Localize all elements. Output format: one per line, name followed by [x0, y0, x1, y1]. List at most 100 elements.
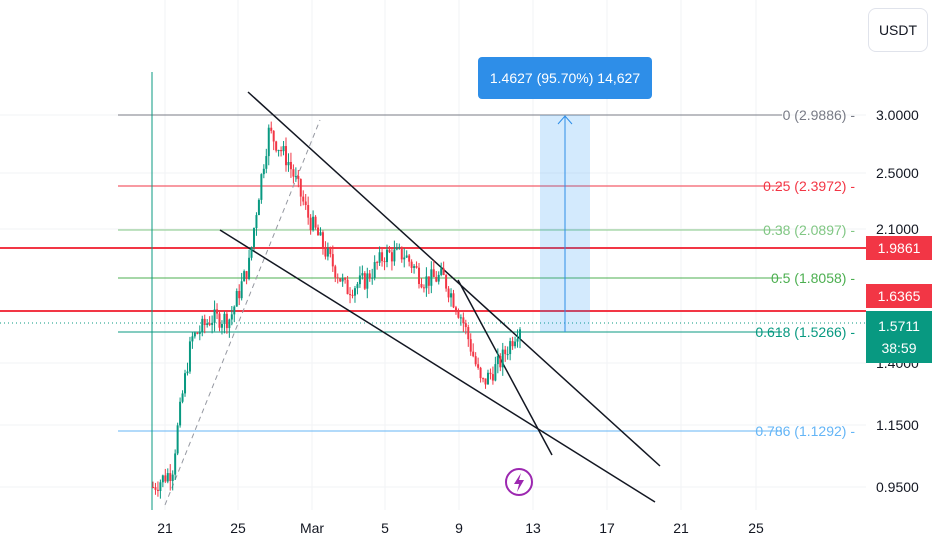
candle: [479, 366, 482, 383]
candle-body: [351, 294, 354, 296]
candle-body: [193, 332, 196, 337]
candle: [474, 352, 477, 367]
candle-body: [356, 284, 359, 289]
candle: [233, 305, 236, 323]
candle: [304, 193, 307, 210]
candle: [376, 260, 379, 270]
candle: [437, 271, 440, 285]
candle-body: [174, 453, 177, 475]
candle-body: [442, 268, 445, 276]
x-axis-tick: 21: [157, 520, 173, 536]
candle-body: [223, 313, 226, 324]
candle: [344, 277, 347, 284]
candle-body: [225, 313, 228, 329]
candle-body: [427, 276, 430, 286]
candle: [447, 286, 450, 303]
candle: [287, 153, 290, 172]
candle: [203, 314, 206, 334]
candle: [289, 152, 292, 178]
candle-body: [403, 257, 406, 260]
x-axis-tick: Mar: [300, 520, 324, 536]
candle-body: [218, 313, 221, 328]
candle-body: [248, 257, 251, 279]
candle: [395, 243, 398, 251]
candle-body: [390, 252, 393, 262]
candle: [272, 130, 275, 151]
candle-body: [339, 278, 342, 282]
candle: [516, 329, 519, 348]
candle: [504, 345, 507, 362]
candle: [413, 264, 416, 274]
candle: [366, 267, 369, 299]
candle-body: [230, 314, 233, 320]
y-axis-tick: 2.5000: [876, 165, 919, 181]
candle-body: [462, 317, 465, 324]
candle: [201, 315, 204, 337]
candle: [166, 468, 169, 484]
candle: [496, 348, 499, 374]
candle-body: [188, 341, 191, 372]
candle: [415, 261, 418, 269]
candle: [477, 357, 480, 370]
candle: [297, 169, 300, 188]
candle: [514, 336, 517, 349]
candle-body: [287, 161, 290, 166]
candle-body: [459, 317, 462, 319]
candle-body: [289, 161, 292, 170]
candle-body: [469, 339, 472, 352]
candle-body: [250, 246, 253, 258]
candle: [459, 314, 462, 326]
candle: [235, 288, 238, 307]
candle-body: [317, 227, 320, 236]
candle-body: [430, 269, 433, 286]
candle: [472, 343, 475, 358]
candle: [314, 215, 317, 230]
candle: [445, 273, 448, 292]
lightning-icon-bolt: [514, 473, 524, 492]
candle-body: [321, 232, 324, 249]
candle: [277, 149, 280, 157]
candle: [186, 362, 189, 376]
candle-body: [245, 271, 248, 279]
candle-body: [184, 373, 187, 394]
candle-body: [265, 156, 268, 169]
candle-body: [405, 255, 408, 258]
candle-body: [445, 275, 448, 289]
candle: [509, 337, 512, 361]
candle-body: [243, 271, 246, 282]
currency-button[interactable]: USDT: [868, 8, 928, 52]
candle: [309, 214, 312, 235]
candle-body: [395, 247, 398, 250]
candle: [223, 311, 226, 334]
candle-body: [211, 322, 214, 325]
candle-body: [282, 146, 285, 152]
candle-body: [275, 141, 278, 151]
candle: [501, 342, 504, 376]
candle: [285, 137, 288, 172]
candle-body: [477, 364, 480, 368]
candle-body: [479, 367, 482, 379]
candle-body: [400, 246, 403, 260]
x-axis-tick: 5: [381, 520, 389, 536]
candle-body: [186, 371, 189, 374]
candle-body: [314, 216, 317, 228]
candle-body: [344, 278, 347, 280]
candle: [220, 320, 223, 335]
candle-body: [208, 323, 211, 325]
candle-body: [166, 473, 169, 482]
candle-body: [353, 288, 356, 296]
candle: [257, 198, 260, 216]
candle-body: [385, 249, 388, 263]
candle: [302, 190, 305, 206]
candle-body: [238, 291, 241, 299]
candle: [206, 319, 209, 328]
candle: [181, 390, 184, 404]
candle-body: [447, 288, 450, 298]
candle: [245, 270, 248, 285]
x-axis-tick: 13: [525, 520, 541, 536]
candle-body: [156, 489, 159, 491]
candle-body: [228, 319, 231, 329]
candle-body: [393, 249, 396, 262]
candle: [464, 319, 467, 335]
candle: [400, 246, 403, 263]
